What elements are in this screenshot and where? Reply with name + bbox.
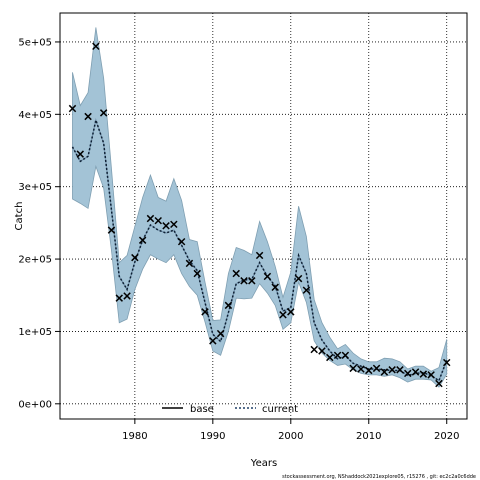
data-point-1982	[146, 214, 155, 223]
data-point-1983	[154, 216, 162, 225]
data-point-2005	[326, 353, 334, 362]
data-point-2001	[294, 274, 303, 283]
data-point-1975	[92, 42, 100, 51]
data-point-1976	[99, 109, 108, 117]
x-tick-label-1: 1990	[200, 431, 225, 442]
x-tick-label-4: 2020	[434, 431, 459, 442]
data-point-1987	[185, 259, 194, 268]
data-point-2015	[404, 369, 412, 378]
data-point-1989	[201, 308, 209, 316]
y-axis-title: Catch	[14, 202, 25, 231]
legend: base current	[162, 404, 298, 415]
y-tick-label-3: 3e+05	[18, 182, 52, 193]
data-point-1974	[84, 112, 92, 121]
x-tick-label-3: 2010	[356, 431, 381, 442]
data-point-1988	[193, 269, 201, 278]
data-point-1999	[279, 311, 287, 319]
x-tick-label-0: 1980	[122, 431, 147, 442]
data-point-1979	[123, 292, 131, 300]
data-point-1972	[68, 104, 77, 113]
data-point-1980	[131, 253, 139, 262]
y-tick-label-2: 2e+05	[18, 255, 52, 266]
data-point-1994	[240, 277, 248, 285]
data-point-2006	[333, 351, 342, 360]
data-point-1986	[177, 237, 186, 246]
footer-credit: stockassessment.org, NShaddock2021explor…	[282, 474, 476, 480]
data-point-2011	[372, 364, 381, 373]
plot-background	[60, 13, 467, 419]
data-point-2000	[287, 308, 295, 316]
data-point-1990	[209, 337, 217, 345]
plot-frame	[59, 12, 468, 420]
data-point-2004	[318, 347, 326, 355]
data-point-1978	[115, 294, 123, 302]
data-point-1995	[248, 277, 256, 285]
legend-label-base: base	[190, 404, 214, 415]
data-point-1998	[271, 283, 279, 292]
data-point-2019	[435, 379, 443, 388]
series-line-current	[71, 117, 448, 382]
data-point-2008	[349, 364, 357, 373]
data-point-1981	[138, 236, 147, 244]
observation-markers	[68, 42, 451, 388]
data-point-1984	[162, 222, 170, 230]
data-point-2007	[341, 351, 350, 360]
y-tick-label-5: 5e+05	[18, 37, 52, 48]
data-point-1973	[76, 150, 85, 158]
data-point-2013	[388, 366, 396, 374]
y-tick-label-0: 0e+00	[18, 399, 52, 410]
data-point-2014	[396, 366, 404, 374]
legend-label-current: current	[262, 404, 298, 415]
x-tick-label-2: 2000	[278, 431, 303, 442]
data-point-2003	[310, 345, 318, 354]
data-point-2009	[357, 365, 365, 373]
data-point-1992	[224, 301, 233, 310]
data-point-1993	[232, 269, 240, 278]
data-point-2016	[411, 368, 420, 376]
y-axis-ticks: 0e+00 1e+05 2e+05 3e+05 4e+05 5e+05	[18, 37, 60, 410]
grid-lines	[60, 13, 467, 419]
data-point-2002	[302, 286, 311, 294]
data-point-2017	[419, 370, 428, 378]
data-point-1977	[107, 226, 116, 234]
data-point-2018	[427, 371, 435, 379]
confidence-band	[72, 27, 448, 388]
data-point-1991	[216, 329, 225, 338]
confidence-band-layer	[72, 27, 448, 388]
fit-line-layer	[71, 117, 448, 382]
y-tick-label-1: 1e+05	[18, 327, 52, 338]
data-point-1997	[263, 272, 272, 281]
data-point-2020	[442, 358, 451, 367]
y-tick-label-4: 4e+05	[18, 110, 52, 121]
data-point-1996	[255, 251, 264, 260]
data-point-2010	[365, 366, 373, 375]
x-axis-ticks: 1980 1990 2000 2010 2020	[122, 419, 459, 442]
data-point-1985	[170, 220, 178, 229]
data-point-2012	[380, 368, 389, 376]
x-axis-title: Years	[250, 458, 277, 469]
